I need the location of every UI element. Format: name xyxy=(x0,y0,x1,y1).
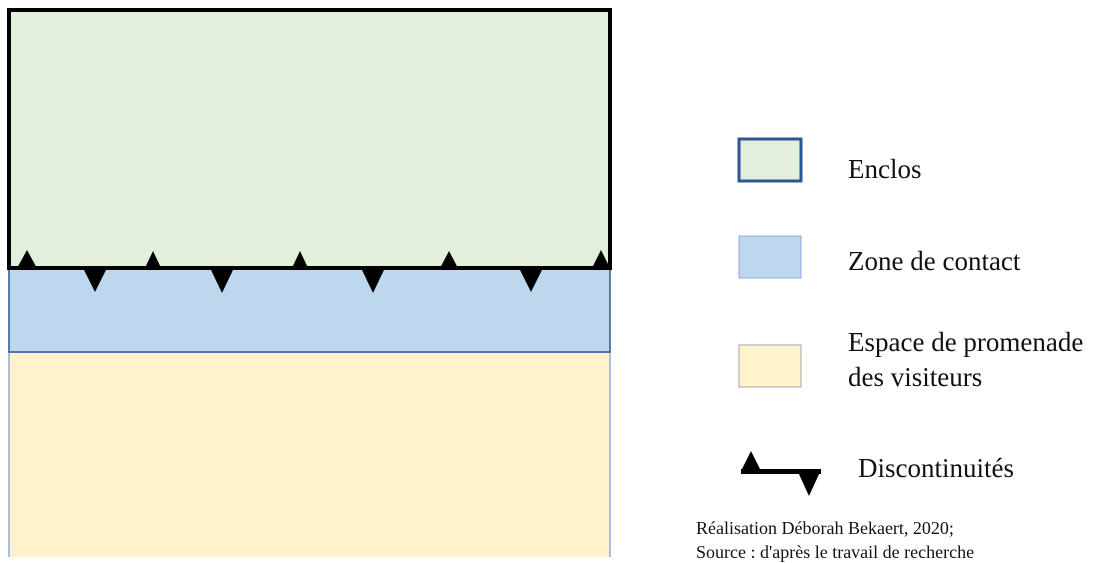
legend-swatch-enclosure xyxy=(737,137,803,183)
discontinuity-marker-down xyxy=(84,270,106,292)
discontinuity-marker-up xyxy=(439,251,459,270)
legend-label-contact-zone: Zone de contact xyxy=(848,246,1021,276)
credit-line-author: Réalisation Déborah Bekaert, 2020; xyxy=(696,518,954,538)
legend-label-visitor-walkway-line2: des visiteurs xyxy=(848,362,983,392)
visitor-walkway-zone xyxy=(8,351,611,557)
discontinuity-marker-down xyxy=(362,270,384,293)
legend-swatch-contact-zone xyxy=(738,235,802,279)
legend-symbol-discontinuity xyxy=(741,451,821,496)
credit-line-source: Source : d'après le travail de recherche xyxy=(696,542,975,562)
legend-label-discontinuity: Discontinuités xyxy=(858,453,1014,483)
discontinuity-markers xyxy=(16,250,611,293)
discontinuity-marker-down xyxy=(520,270,542,292)
discontinuity-marker-down xyxy=(211,270,233,293)
discontinuity-marker-up xyxy=(591,250,611,270)
enclosure-zone xyxy=(7,8,612,270)
legend-label-enclosure: Enclos xyxy=(848,154,922,184)
legend-swatch-visitor-walkway xyxy=(738,344,802,388)
discontinuity-marker-up xyxy=(16,250,38,270)
discontinuity-marker-up xyxy=(144,251,162,270)
contact-zone xyxy=(8,267,611,353)
legend-label-visitor-walkway-line1: Espace de promenade xyxy=(848,327,1084,357)
discontinuity-marker-up xyxy=(291,251,309,270)
